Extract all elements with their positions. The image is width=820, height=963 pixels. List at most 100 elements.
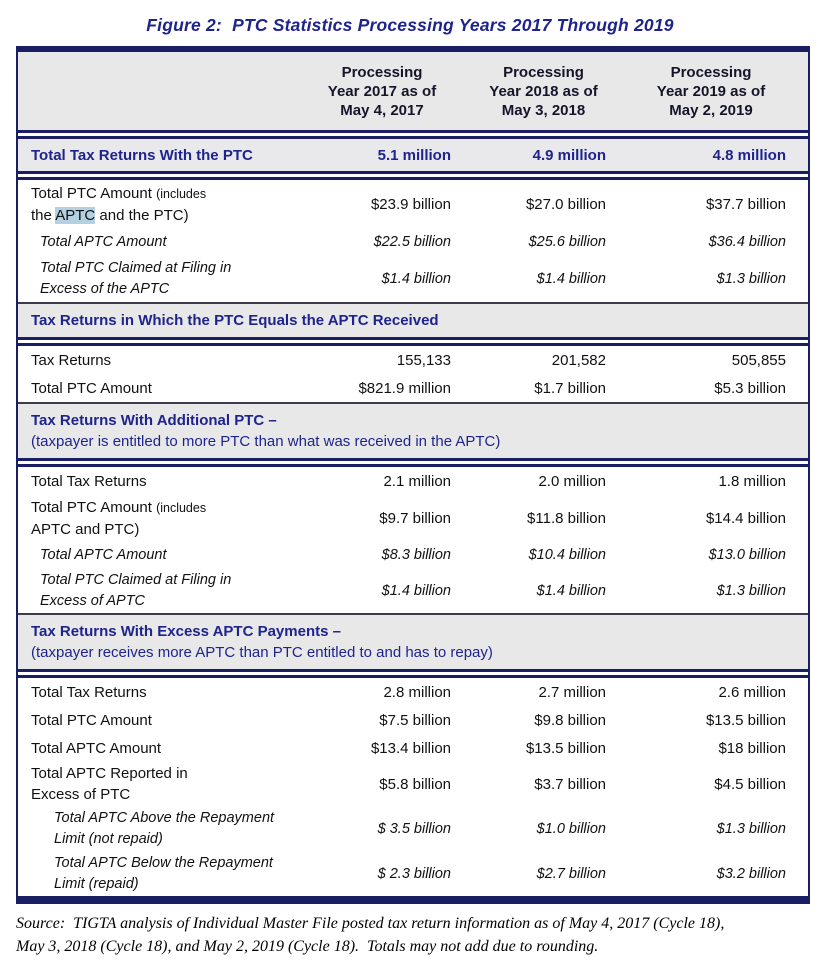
row-label: Total Tax Returns: [31, 683, 147, 701]
value-2017: $13.4 billion: [370, 739, 451, 757]
value-2018: 2.0 million: [538, 472, 606, 490]
value-2018: $9.8 billion: [534, 711, 606, 729]
value-2019: $37.7 billion: [705, 195, 786, 213]
label-line2: the APTC and the PTC): [31, 206, 189, 224]
value-2019: $36.4 billion: [708, 234, 786, 250]
value-2019: 2.6 million: [718, 683, 786, 701]
value-2019: $3.2 billion: [716, 866, 786, 882]
figure-title: Figure 2: PTC Statistics Processing Year…: [146, 15, 674, 35]
label-line1: Total APTC Below the Repayment: [54, 855, 273, 871]
row-label: Total Tax Returns: [31, 472, 147, 490]
value-2019: $18 billion: [718, 739, 786, 757]
label-line1: Total PTC Claimed at Filing in: [40, 260, 232, 276]
label-line2: Limit (not repaid): [54, 831, 163, 847]
label-line2: APTC and PTC): [31, 520, 140, 538]
value-2017: 5.1 million: [377, 146, 451, 164]
aptc-highlight: APTC: [55, 206, 96, 224]
label-paren: (includes: [156, 500, 207, 515]
label-line1: Total APTC Reported in: [31, 765, 188, 782]
section-header-excess-aptc: Tax Returns With Excess APTC Payments – …: [18, 613, 808, 669]
value-2017: $23.9 billion: [370, 195, 451, 213]
row-label: Total PTC Amount: [31, 379, 152, 397]
value-2018: $2.7 billion: [536, 866, 606, 882]
value-2018: $1.4 billion: [536, 271, 606, 287]
value-2018: $13.5 billion: [525, 739, 606, 757]
value-2018: 201,582: [551, 351, 606, 369]
value-2017: $1.4 billion: [381, 271, 451, 287]
ptc-claimed-excess-row: Total PTC Claimed at Filing in Excess of…: [18, 569, 808, 613]
row-label: Total APTC Reported in Excess of PTC: [18, 763, 305, 805]
section-header-ptc-equals-aptc: Tax Returns in Which the PTC Equals the …: [18, 302, 808, 337]
label-main: Total PTC Amount: [31, 184, 152, 202]
ptc-claimed-excess-row: Total PTC Claimed at Filing in Excess of…: [18, 256, 808, 302]
value-2017: $1.4 billion: [381, 583, 451, 599]
source-note: Source: TIGTA analysis of Individual Mas…: [16, 915, 725, 955]
value-2018: $1.0 billion: [536, 821, 606, 837]
value-2018: $1.4 billion: [536, 583, 606, 599]
value-2017: $22.5 billion: [373, 234, 451, 250]
double-rule: [18, 458, 808, 467]
value-2017: $ 3.5 billion: [377, 821, 451, 837]
total-aptc-amount-row: Total APTC Amount $22.5 billion $25.6 bi…: [18, 228, 808, 256]
label-line2: Excess of PTC: [31, 786, 131, 803]
section-title: Tax Returns With Additional PTC –: [31, 412, 277, 429]
row-label: Total PTC Claimed at Filing in Excess of…: [18, 570, 305, 612]
total-aptc-amount-row: Total APTC Amount $8.3 billion $10.4 bil…: [18, 541, 808, 569]
value-2019: $1.3 billion: [716, 821, 786, 837]
section-subtitle: (taxpayer is entitled to more PTC than w…: [31, 433, 501, 450]
value-2018: $10.4 billion: [528, 547, 606, 563]
section-title: Tax Returns With Excess APTC Payments –: [31, 623, 341, 640]
value-2018: $27.0 billion: [525, 195, 606, 213]
row-label: Total APTC Amount: [31, 739, 162, 757]
total-tax-returns-row: Total Tax Returns 2.1 million 2.0 millio…: [18, 467, 808, 495]
label-line2: Excess of the APTC: [40, 281, 170, 297]
value-2019: $14.4 billion: [705, 509, 786, 527]
total-aptc-amount-row: Total APTC Amount $13.4 billion $13.5 bi…: [18, 734, 808, 762]
label-line2: Limit (repaid): [54, 876, 139, 892]
total-ptc-amount-row: Total PTC Amount $7.5 billion $9.8 billi…: [18, 706, 808, 734]
column-header-row: Processing Year 2017 as of May 4, 2017 P…: [18, 52, 808, 130]
value-2019: $1.3 billion: [716, 583, 786, 599]
value-2017: $ 2.3 billion: [377, 866, 451, 882]
label-paren: (includes: [156, 186, 207, 201]
row-label: Total PTC Amount: [31, 711, 152, 729]
col-header-2019: Processing Year 2019 as of May 2, 2019: [656, 63, 766, 119]
value-2019: $5.3 billion: [714, 379, 786, 397]
value-2017: $7.5 billion: [379, 711, 451, 729]
label-line1: Total PTC Claimed at Filing in: [40, 572, 232, 588]
value-2019: $4.5 billion: [714, 775, 786, 793]
row-label: Total PTC Claimed at Filing in Excess of…: [18, 258, 305, 300]
row-label: Total APTC Below the Repayment Limit (re…: [18, 853, 305, 895]
value-2018: 2.7 million: [538, 683, 606, 701]
value-2019: $1.3 billion: [716, 271, 786, 287]
aptc-reported-excess-row: Total APTC Reported in Excess of PTC $5.…: [18, 762, 808, 806]
label-line2: Excess of APTC: [40, 593, 146, 609]
row-label: Total APTC Amount: [40, 233, 167, 250]
row-label: Tax Returns: [31, 351, 112, 369]
value-2017: 2.1 million: [383, 472, 451, 490]
value-2017: 155,133: [396, 351, 451, 369]
value-2018: $1.7 billion: [534, 379, 606, 397]
section-header-additional-ptc: Tax Returns With Additional PTC – (taxpa…: [18, 402, 808, 458]
value-2019: $13.0 billion: [708, 547, 786, 563]
value-2018: 4.9 million: [532, 146, 606, 164]
value-2019: 505,855: [731, 351, 786, 369]
value-2018: $11.8 billion: [527, 509, 606, 527]
label-line1: Total APTC Above the Repayment: [54, 810, 275, 826]
aptc-above-repayment-limit-row: Total APTC Above the Repayment Limit (no…: [18, 806, 808, 852]
double-rule: [18, 337, 808, 346]
row-label: Total APTC Amount: [40, 546, 167, 563]
aptc-below-repayment-limit-row: Total APTC Below the Repayment Limit (re…: [18, 852, 808, 896]
row-label: Total APTC Above the Repayment Limit (no…: [18, 808, 305, 850]
double-rule: [18, 669, 808, 678]
value-2017: $8.3 billion: [381, 547, 451, 563]
label-main: Total PTC Amount: [31, 498, 152, 516]
tax-returns-row: Tax Returns 155,133 201,582 505,855: [18, 346, 808, 374]
row-label: Total PTC Amount (includes the APTC and …: [18, 183, 305, 226]
value-2017: $821.9 million: [358, 379, 451, 397]
col-header-2017: Processing Year 2017 as of May 4, 2017: [327, 63, 437, 119]
col-header-2018: Processing Year 2018 as of May 3, 2018: [489, 63, 598, 119]
value-2017: $5.8 billion: [379, 775, 451, 793]
value-2017: 2.8 million: [383, 683, 451, 701]
